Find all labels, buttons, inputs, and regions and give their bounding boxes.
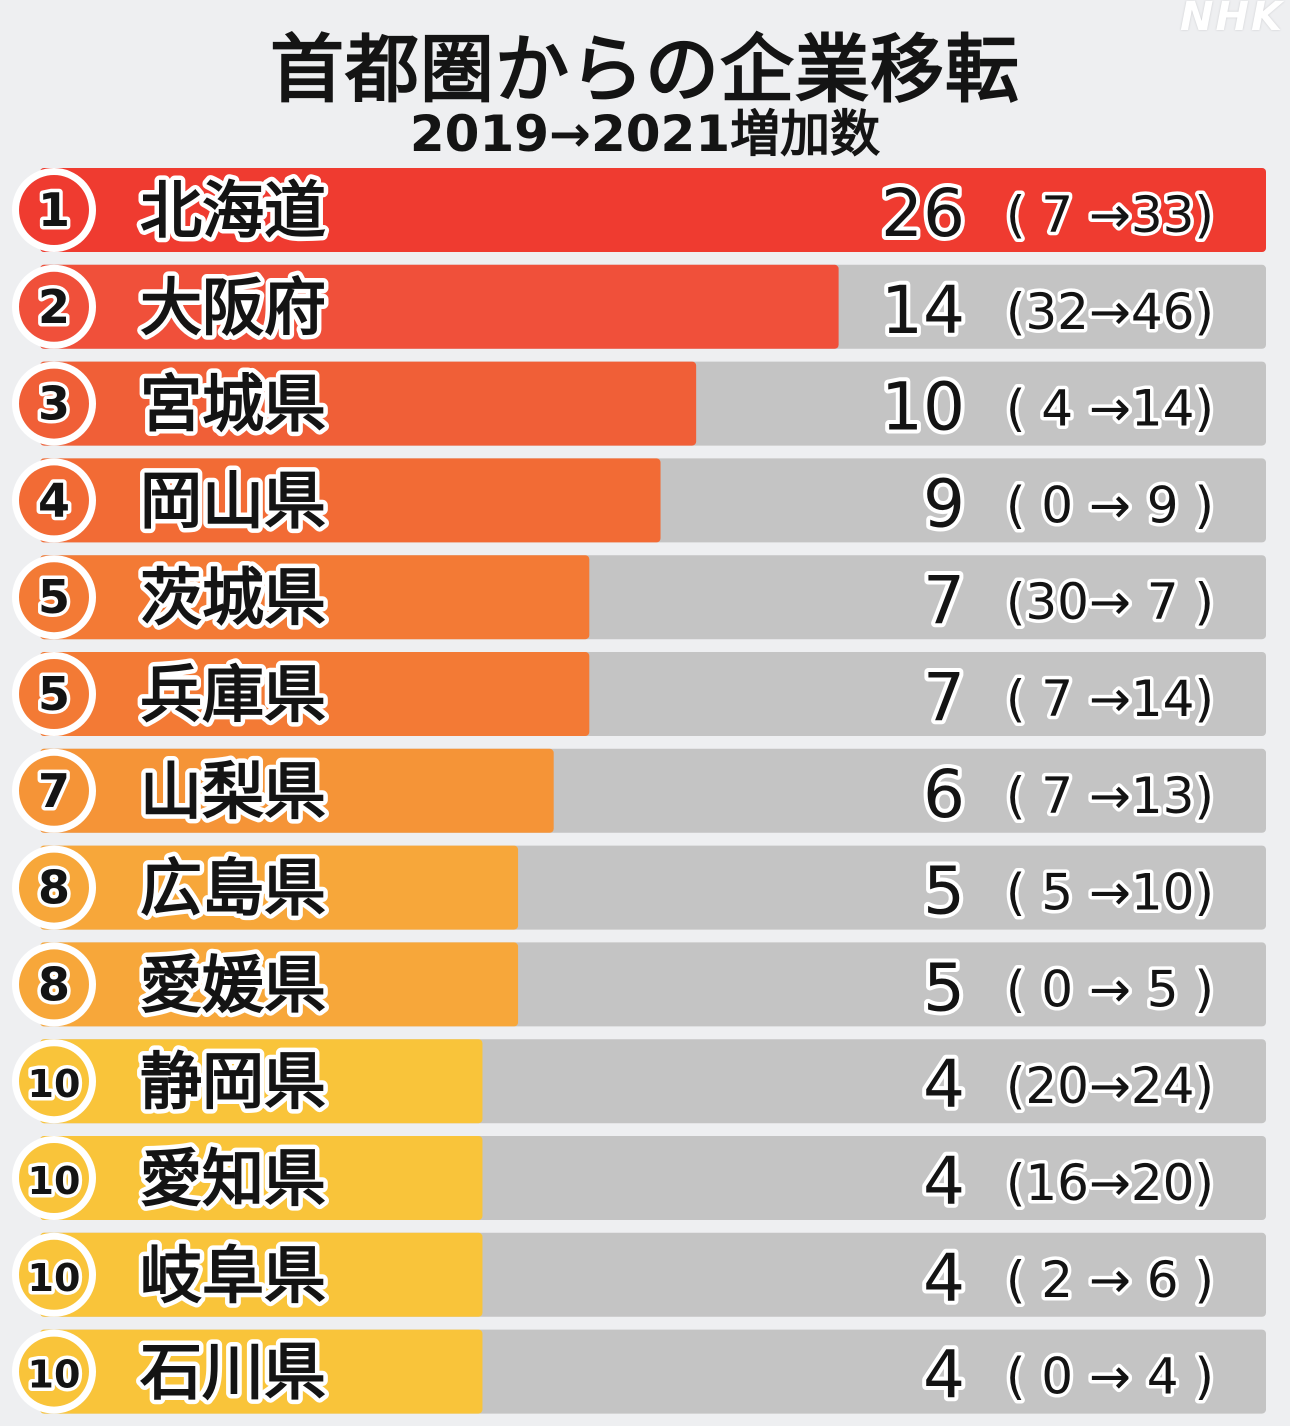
prefecture-label: 静岡県 xyxy=(140,1045,326,1118)
rank-number: 5 xyxy=(38,667,70,721)
bar-row: 8 広島県 5 ( 5 →10) xyxy=(12,845,1266,934)
rank-number: 7 xyxy=(38,764,70,818)
increase-value: 7 xyxy=(923,659,965,736)
prefecture-label: 広島県 xyxy=(140,852,326,925)
bar xyxy=(40,1329,483,1414)
increase-value: 9 xyxy=(923,465,965,542)
rank-number: 5 xyxy=(38,570,70,624)
count-change-label: ( 0 → 4 ) xyxy=(1006,1348,1214,1406)
rank-number: 10 xyxy=(28,1062,81,1106)
chart-title: 首都圏からの企業移転 xyxy=(270,27,1020,113)
bar xyxy=(40,1136,483,1220)
bar-row: 1 北海道 26 ( 7 →33) xyxy=(12,168,1266,256)
rank-badge xyxy=(19,1143,89,1213)
bar-row: 8 愛媛県 5 ( 0 → 5 ) xyxy=(12,942,1266,1030)
bar-row: 3 宮城県 10 ( 4 →14) xyxy=(12,361,1266,450)
rank-number: 3 xyxy=(38,377,70,431)
rank-badge xyxy=(19,368,89,439)
bar xyxy=(40,652,590,736)
count-change-label: ( 5 →10) xyxy=(1006,864,1214,922)
bar xyxy=(40,1232,483,1317)
count-change-label: ( 2 → 6 ) xyxy=(1006,1251,1214,1309)
count-change-label: (16→20) xyxy=(1006,1154,1214,1212)
increase-value: 4 xyxy=(923,1240,965,1317)
rank-badge xyxy=(19,175,89,245)
rank-number: 1 xyxy=(38,183,70,237)
rank-number: 10 xyxy=(28,1256,81,1300)
rank-number: 10 xyxy=(28,1353,81,1397)
rank-badge xyxy=(19,659,89,729)
increase-value: 5 xyxy=(923,853,965,930)
rank-number: 8 xyxy=(38,957,70,1011)
count-change-label: (30→ 7 ) xyxy=(1006,573,1214,631)
prefecture-label: 大阪府 xyxy=(140,271,326,344)
count-change-label: ( 0 → 5 ) xyxy=(1006,960,1214,1018)
bar-row: 10 岐阜県 4 ( 2 → 6 ) xyxy=(12,1232,1266,1321)
count-change-label: ( 7 →14) xyxy=(1006,670,1214,728)
rank-badge xyxy=(19,465,89,536)
increase-value: 5 xyxy=(923,949,965,1026)
bar-row: 10 石川県 4 ( 0 → 4 ) xyxy=(12,1329,1266,1418)
bar-row: 4 岡山県 9 ( 0 → 9 ) xyxy=(12,458,1266,546)
bar xyxy=(40,942,519,1027)
bar xyxy=(40,1039,483,1124)
rank-badge xyxy=(19,949,89,1020)
prefecture-label: 愛媛県 xyxy=(140,948,326,1021)
rank-badge xyxy=(19,852,89,923)
increase-value: 7 xyxy=(923,562,965,639)
prefecture-label: 愛知県 xyxy=(140,1142,326,1215)
bar xyxy=(40,845,519,930)
count-change-label: (20→24) xyxy=(1006,1057,1214,1115)
increase-value: 4 xyxy=(923,1337,965,1414)
prefecture-label: 山梨県 xyxy=(140,755,326,828)
bar-row: 5 兵庫県 7 ( 7 →14) xyxy=(12,652,1266,740)
bar xyxy=(40,168,1266,252)
rank-badge xyxy=(19,562,89,633)
count-change-label: ( 4 →14) xyxy=(1006,380,1214,438)
rank-number: 10 xyxy=(28,1159,81,1203)
count-change-label: (32→46) xyxy=(1006,283,1214,341)
bar-row: 10 愛知県 4 (16→20) xyxy=(12,1136,1266,1224)
bar-row: 2 大阪府 14 (32→46) xyxy=(12,264,1266,353)
prefecture-label: 宮城県 xyxy=(140,368,326,441)
prefecture-label: 岐阜県 xyxy=(140,1239,326,1312)
bar xyxy=(40,555,590,640)
rank-number: 2 xyxy=(38,280,70,334)
count-change-label: ( 0 → 9 ) xyxy=(1006,476,1214,534)
prefecture-label: 茨城県 xyxy=(140,561,326,634)
bar-row: 7 山梨県 6 ( 7 →13) xyxy=(12,748,1266,837)
prefecture-label: 北海道 xyxy=(140,174,326,247)
nhk-logo: NHK xyxy=(1180,0,1284,40)
count-change-label: ( 7 →33) xyxy=(1006,186,1214,244)
prefecture-label: 兵庫県 xyxy=(140,658,326,731)
rank-badge xyxy=(19,1336,89,1407)
increase-value: 10 xyxy=(881,369,965,446)
prefecture-label: 石川県 xyxy=(140,1336,326,1409)
rank-number: 8 xyxy=(38,861,70,915)
bar-row: 5 茨城県 7 (30→ 7 ) xyxy=(12,555,1266,643)
rank-number: 4 xyxy=(38,473,70,527)
rank-badge xyxy=(19,755,89,826)
increase-value: 4 xyxy=(923,1046,965,1123)
increase-value: 4 xyxy=(923,1143,965,1220)
bar xyxy=(40,748,554,833)
prefecture-label: 岡山県 xyxy=(140,464,326,537)
count-change-label: ( 7 →13) xyxy=(1006,767,1214,825)
rank-badge xyxy=(19,271,89,342)
increase-value: 26 xyxy=(881,175,965,252)
bar-row: 10 静岡県 4 (20→24) xyxy=(12,1039,1266,1127)
bar xyxy=(40,361,697,446)
bar xyxy=(40,264,839,349)
increase-value: 6 xyxy=(923,756,965,833)
rank-badge xyxy=(19,1046,89,1117)
rank-badge xyxy=(19,1239,89,1310)
increase-value: 14 xyxy=(881,272,965,349)
chart-subtitle: 2019→2021増加数 xyxy=(409,105,881,163)
bar xyxy=(40,458,661,543)
